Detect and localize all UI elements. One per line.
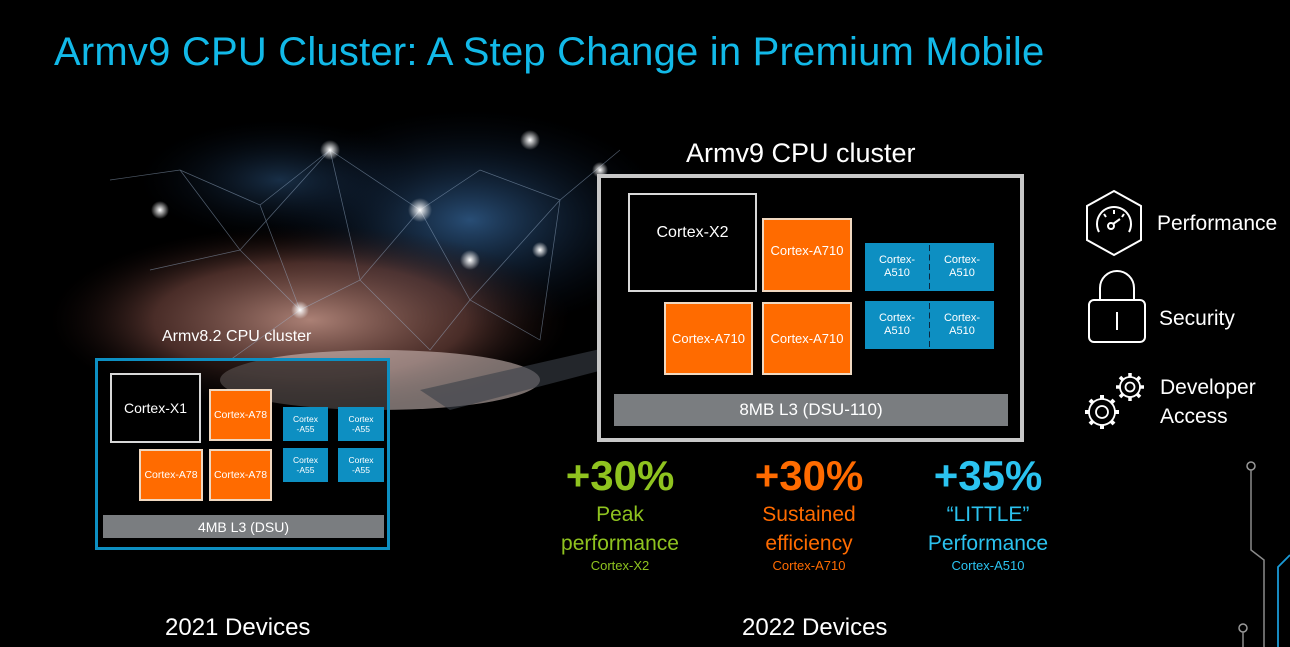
- core-label: Cortex -A55: [292, 413, 319, 434]
- stat-line1: “LITTLE”: [946, 503, 1030, 526]
- armv82-cluster-label: Armv8.2 CPU cluster: [162, 328, 312, 345]
- slide-title: Armv9 CPU Cluster: A Step Change in Prem…: [54, 30, 1045, 74]
- stat-core: Cortex-A510: [951, 558, 1025, 573]
- core-label: Cortex-A710: [770, 331, 844, 346]
- stat-core: Cortex-A710: [772, 558, 846, 573]
- l3-cache-dsu-110: 8MB L3 (DSU-110): [614, 394, 1008, 426]
- core-cortex-a55: Cortex -A55: [283, 448, 328, 482]
- feature-label: Performance: [1157, 211, 1278, 235]
- core-label: Cortex- A510: [878, 311, 916, 337]
- feature-security: Security: [1087, 268, 1235, 346]
- core-label: Cortex- A510: [878, 253, 916, 279]
- core-cortex-a55: Cortex -A55: [283, 407, 328, 441]
- stat-line1: Sustained: [762, 503, 856, 526]
- core-cortex-a78: Cortex-A78: [209, 449, 272, 501]
- feature-developer-access: Developer Access: [1080, 370, 1256, 434]
- feature-label-line1: Developer: [1160, 376, 1256, 399]
- core-cortex-x1: Cortex-X1: [110, 373, 201, 443]
- padlock-icon: [1088, 270, 1146, 343]
- stat-line2: Performance: [927, 532, 1049, 555]
- core-label: Cortex-A710: [770, 242, 844, 258]
- core-label: Cortex -A55: [348, 413, 374, 434]
- core-label: Cortex -A55: [348, 454, 374, 475]
- devices-2021-label: 2021 Devices: [165, 614, 311, 641]
- core-label: Cortex- A510: [943, 311, 981, 337]
- core-label: Cortex- A510: [943, 253, 981, 279]
- devices-2022-label: 2022 Devices: [742, 614, 888, 641]
- stat-sustained-efficiency: +30% Sustained efficiency Cortex-A710: [734, 452, 884, 573]
- stat-peak-performance: +30% Peak performance Cortex-X2: [545, 452, 695, 573]
- core-label: Cortex-A78: [144, 469, 198, 481]
- core-cortex-a55: Cortex -A55: [338, 448, 384, 482]
- l3-label: 4MB L3 (DSU): [197, 518, 290, 535]
- stat-value: +35%: [933, 452, 1043, 499]
- stat-core: Cortex-X2: [590, 558, 650, 573]
- core-cortex-a710: Cortex-A710: [664, 302, 753, 375]
- core-cortex-x2: Cortex-X2: [628, 193, 757, 292]
- a510-complex: Cortex- A510 Cortex- A510: [865, 243, 994, 291]
- core-cortex-a510: Cortex- A510: [930, 243, 994, 291]
- core-label: Cortex-A78: [213, 409, 268, 421]
- core-cortex-a710: Cortex-A710: [762, 218, 852, 292]
- core-label: Cortex-X1: [123, 400, 188, 416]
- core-cortex-a55: Cortex -A55: [338, 407, 384, 441]
- a510-complex: Cortex- A510 Cortex- A510: [865, 301, 994, 349]
- core-cortex-a710: Cortex-A710: [762, 302, 852, 375]
- feature-label: Security: [1159, 306, 1235, 330]
- gears-icon: [1085, 373, 1144, 429]
- core-cortex-a510: Cortex- A510: [865, 301, 929, 349]
- armv9-cluster-label: Armv9 CPU cluster: [686, 138, 916, 168]
- l3-cache-dsu: 4MB L3 (DSU): [103, 515, 384, 538]
- stat-value: +30%: [565, 452, 675, 499]
- core-cortex-a78: Cortex-A78: [209, 389, 272, 441]
- stat-little-performance: +35% “LITTLE” Performance Cortex-A510: [913, 452, 1063, 573]
- core-cortex-a510: Cortex- A510: [930, 301, 994, 349]
- circuit-lines-decoration: [1238, 461, 1290, 647]
- feature-performance: Performance: [1083, 188, 1277, 258]
- stat-line2: performance: [561, 532, 679, 555]
- core-label: Cortex-X2: [656, 223, 729, 241]
- core-label: Cortex -A55: [292, 454, 319, 475]
- core-cortex-a78: Cortex-A78: [139, 449, 203, 501]
- core-label: Cortex-A78: [213, 469, 268, 481]
- feature-label-line2: Access: [1160, 405, 1228, 428]
- stat-value: +30%: [754, 452, 864, 499]
- core-label: Cortex-A710: [672, 331, 745, 346]
- stat-line2: efficiency: [765, 532, 853, 555]
- stat-line1: Peak: [596, 503, 644, 526]
- speedometer-hexagon-icon: [1086, 189, 1142, 257]
- l3-label: 8MB L3 (DSU-110): [739, 400, 883, 419]
- core-cortex-a510: Cortex- A510: [865, 243, 929, 291]
